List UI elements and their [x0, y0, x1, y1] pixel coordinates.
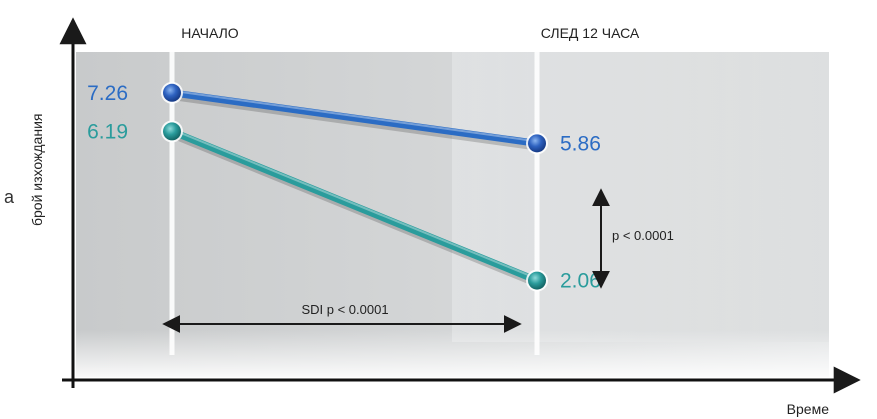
data-label: 5.86: [560, 132, 601, 155]
series-line-highlight: [171, 89, 538, 143]
plot-background-right-panel: [452, 52, 829, 342]
data-label: 6.19: [87, 120, 128, 143]
category-label: СЛЕД 12 ЧАСА: [541, 25, 640, 41]
x-axis-label: Време: [787, 401, 830, 417]
data-point: [528, 271, 546, 290]
vertical-significance-label: p < 0.0001: [612, 228, 674, 243]
data-point: [163, 122, 181, 141]
data-point: [528, 134, 546, 153]
series-layer: 7.26 5.86 6.19 2.06: [87, 81, 601, 293]
plot-bottom-fade: [76, 330, 829, 377]
y-axis-label: брой изхождания: [29, 114, 45, 226]
data-label: 2.06: [560, 270, 601, 293]
data-label: 7.26: [87, 82, 128, 105]
category-labels: НАЧАЛО СЛЕД 12 ЧАСА: [181, 25, 640, 41]
series-line-highlight: [171, 128, 538, 280]
series-line: [168, 127, 541, 285]
side-fragment-text: а: [4, 187, 15, 207]
data-point: [163, 83, 181, 102]
series-line: [168, 89, 541, 147]
horizontal-significance-label: SDI p < 0.0001: [301, 302, 388, 317]
category-label: НАЧАЛО: [181, 25, 239, 41]
